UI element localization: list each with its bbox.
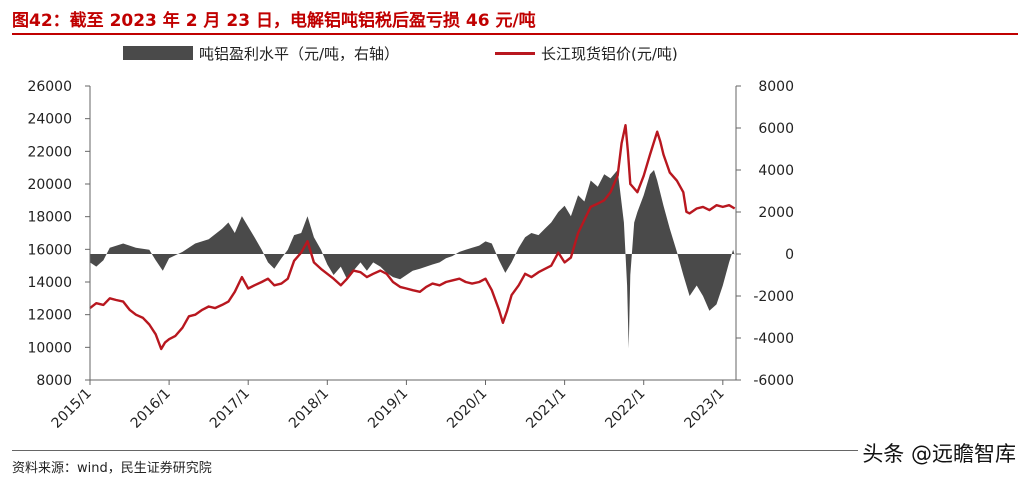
right-tick-label: 0 <box>785 247 794 263</box>
left-tick-label: 20000 <box>27 177 72 193</box>
right-tick-label: -4000 <box>753 331 794 347</box>
legend-label-bar: 吨铝盈利水平（元/吨，右轴） <box>199 44 400 63</box>
x-tick-label: 2016/1 <box>128 386 174 432</box>
right-axis-ticks: -6000 -4000 -2000 0 2000 4000 6000 8000 <box>736 79 794 389</box>
chart-title: 图42：截至 2023 年 2 月 23 日，电解铝吨铝税后盈亏损 46 元/吨 <box>12 11 536 31</box>
left-tick-label: 26000 <box>27 79 72 95</box>
x-tick-label: 2021/1 <box>523 386 569 432</box>
left-tick-label: 14000 <box>27 275 72 291</box>
right-tick-label: -2000 <box>753 289 794 305</box>
right-tick-label: 2000 <box>758 205 794 221</box>
legend-item-bar: 吨铝盈利水平（元/吨，右轴） <box>123 42 399 64</box>
x-tick-label: 2015/1 <box>49 386 95 432</box>
left-tick-label: 8000 <box>36 373 72 389</box>
right-tick-label: -6000 <box>753 373 794 389</box>
left-tick-label: 10000 <box>27 340 72 356</box>
right-tick-label: 8000 <box>758 79 794 95</box>
legend-swatch-line <box>495 51 535 55</box>
watermark-text: 头条 @远瞻智库 <box>858 438 1020 468</box>
x-tick-label: 2017/1 <box>207 386 253 432</box>
title-divider <box>12 33 1018 35</box>
x-tick-label: 2019/1 <box>365 386 411 432</box>
price-line <box>89 123 736 351</box>
right-tick-label: 4000 <box>758 163 794 179</box>
profit-area-series <box>90 170 735 349</box>
x-tick-label: 2022/1 <box>602 386 648 432</box>
left-tick-label: 18000 <box>27 210 72 226</box>
source-divider <box>12 450 1020 451</box>
x-tick-label: 2023/1 <box>681 386 727 432</box>
x-axis-ticks: 2015/1 2016/1 2017/1 2018/1 2019/1 2020/1 2021… <box>49 380 728 432</box>
price-line-series <box>89 123 736 351</box>
legend-label-line: 长江现货铝价(元/吨) <box>541 44 678 63</box>
legend-item-line: 长江现货铝价(元/吨) <box>495 42 678 64</box>
legend-swatch-bar <box>123 46 193 60</box>
left-tick-label: 24000 <box>27 112 72 128</box>
axes <box>89 86 737 381</box>
source-note: 资料来源：wind，民生证券研究院 <box>12 461 212 476</box>
left-tick-label: 16000 <box>27 242 72 258</box>
right-tick-label: 6000 <box>758 121 794 137</box>
x-tick-label: 2018/1 <box>286 386 332 432</box>
x-tick-label: 2020/1 <box>444 386 490 432</box>
left-tick-label: 22000 <box>27 144 72 160</box>
left-axis-ticks: 8000 10000 12000 14000 16000 18000 20000 22000 2… <box>27 79 90 389</box>
profit-area <box>90 170 735 349</box>
left-tick-label: 12000 <box>27 308 72 324</box>
